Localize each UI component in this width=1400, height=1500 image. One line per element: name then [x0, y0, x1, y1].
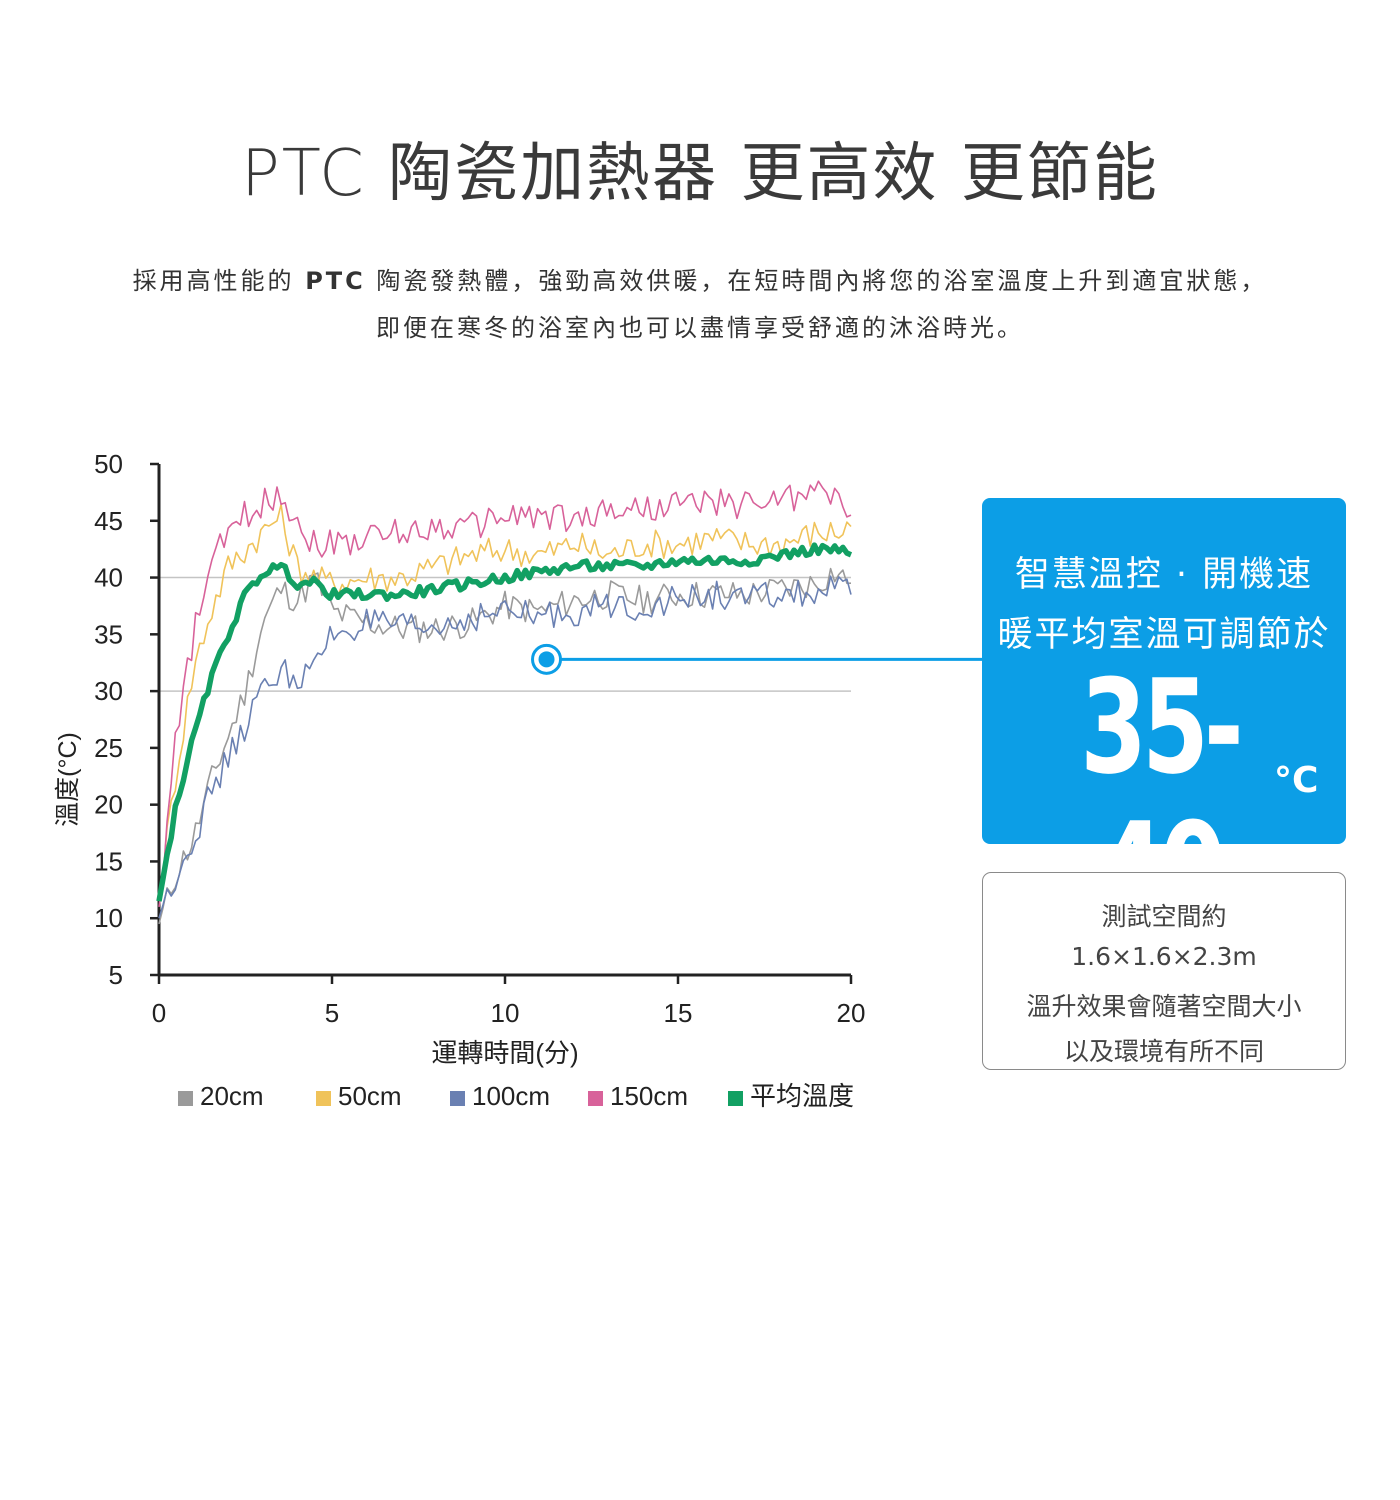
legend-label: 平均溫度 [750, 1081, 854, 1111]
series-line [158, 503, 852, 896]
callout-line-1: 智慧溫控 · 開機速 [1014, 555, 1314, 595]
note-line-2: 1.6×1.6×2.3m [1071, 942, 1257, 971]
legend-swatch [178, 1091, 193, 1106]
x-axis-label: 運轉時間(分) [431, 1038, 578, 1068]
highlight-marker-dot [538, 651, 555, 668]
note-line-3: 溫升效果會隨著空間大小 [1026, 992, 1302, 1021]
legend-swatch [728, 1091, 743, 1106]
y-tick-label: 30 [94, 676, 123, 706]
y-tick-label: 15 [94, 846, 123, 876]
series-line [158, 480, 852, 908]
callout-temperature-range: 35-40 [1080, 651, 1243, 946]
callout-line-2: 暖平均室溫可調節於 [997, 615, 1331, 655]
test-note: 測試空間約 1.6×1.6×2.3m 溫升效果會隨著空間大小 以及環境有所不同 [982, 872, 1346, 1070]
description: 採用高性能的 PTC 陶瓷發熱體，強勁高效供暖，在短時間內將您的浴室溫度上升到適… [0, 258, 1400, 352]
page-title: PTC 陶瓷加熱器 更高效 更節能 [241, 137, 1159, 211]
legend-label: 20cm [200, 1081, 264, 1111]
legend-label: 100cm [472, 1081, 550, 1111]
description-line-1-start: 採用高性能的 [132, 267, 295, 295]
series-line [158, 567, 852, 925]
x-tick-label: 15 [664, 998, 693, 1028]
y-tick-label: 45 [94, 506, 123, 536]
series-line [156, 542, 853, 902]
temperature-callout: 智慧溫控 · 開機速 暖平均室溫可調節於 35-40 °C [982, 498, 1346, 942]
description-ptc-bold: PTC [305, 267, 366, 295]
x-tick-label: 10 [491, 998, 520, 1028]
y-tick-label: 50 [94, 449, 123, 479]
y-tick-label: 5 [109, 960, 123, 990]
x-tick-label: 20 [837, 998, 866, 1028]
x-tick-label: 0 [152, 998, 166, 1028]
x-tick-label: 5 [325, 998, 339, 1028]
y-axis-label: 溫度(°C) [54, 732, 82, 827]
y-tick-label: 10 [94, 903, 123, 933]
y-tick-label: 35 [94, 619, 123, 649]
note-line-1: 測試空間約 [1101, 902, 1227, 931]
callout-unit: °C [1274, 760, 1319, 801]
legend-label: 150cm [610, 1081, 688, 1111]
legend-label: 50cm [338, 1081, 402, 1111]
description-line-1-end: 陶瓷發熱體，強勁高效供暖，在短時間內將您的浴室溫度上升到適宜狀態， [376, 267, 1268, 295]
note-line-4: 以及環境有所不同 [1063, 1037, 1264, 1066]
series-line [158, 575, 852, 919]
y-tick-label: 20 [94, 790, 123, 820]
y-tick-label: 40 [94, 563, 123, 593]
legend-swatch [316, 1091, 331, 1106]
y-tick-label: 25 [94, 733, 123, 763]
description-line-1: 採用高性能的 PTC 陶瓷發熱體，強勁高效供暖，在短時間內將您的浴室溫度上升到適… [0, 258, 1400, 305]
description-line-2: 即便在寒冬的浴室內也可以盡情享受舒適的沐浴時光。 [376, 314, 1024, 342]
legend-swatch [450, 1091, 465, 1106]
legend-swatch [588, 1091, 603, 1106]
